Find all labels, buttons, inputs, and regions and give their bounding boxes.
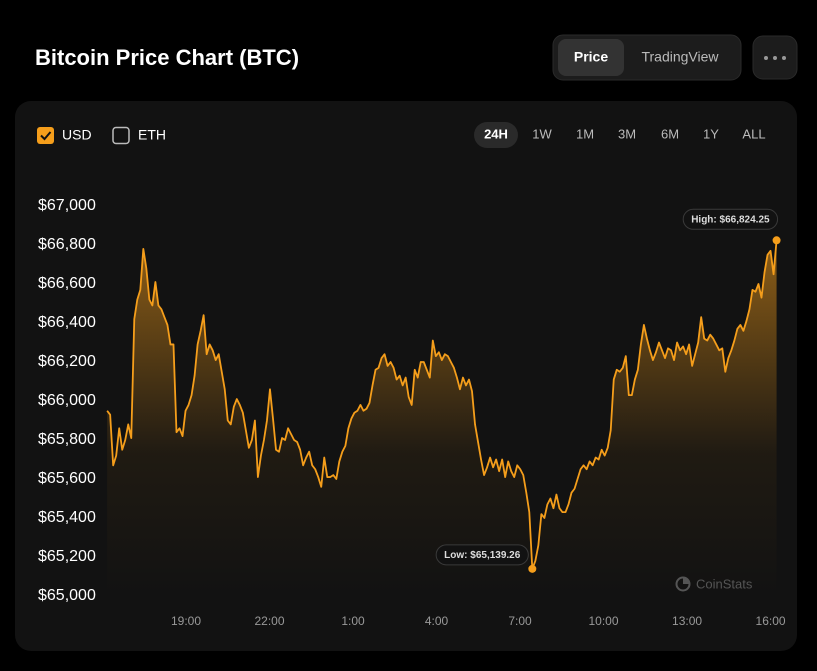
tab-label[interactable]: Price [574,49,608,65]
more-dot [764,56,768,60]
x-tick-label: 10:00 [589,614,619,628]
high-point [772,236,781,245]
range-buttons: 24H 1W 1M 3M 6M 1Y ALL [474,122,766,148]
x-tick-label: 22:00 [254,614,284,628]
checkbox-label[interactable]: ETH [138,127,166,143]
y-tick-label: $66,600 [38,275,96,292]
plot: $65,000 $65,200 $65,400 $65,600 $65,800 $66,0… [38,197,786,628]
range-button[interactable]: 1Y [703,126,719,141]
range-button[interactable]: 1W [532,126,552,141]
y-tick-label: $67,000 [38,197,96,214]
price-line [106,240,778,570]
tab-price[interactable] [558,39,624,76]
range-active[interactable] [474,122,518,148]
high-box [682,208,779,230]
y-tick-label: $65,800 [38,431,96,448]
x-tick-label: 4:00 [425,614,449,628]
low-box [435,544,529,566]
range-button[interactable]: 24H [484,126,508,141]
x-tick-label: 13:00 [672,614,702,628]
x-tick-label: 19:00 [171,614,201,628]
watermark: CoinStats [696,576,753,591]
page-title: Bitcoin Price Chart (BTC) [35,45,299,70]
watermark-icon [683,577,690,584]
low-label: Low: $65,139.26 [444,550,521,561]
more-dot [782,56,786,60]
checkbox-usd[interactable] [37,127,54,144]
low-point [528,564,537,573]
y-tick-label: $65,600 [38,470,96,487]
y-tick-label: $66,000 [38,392,96,409]
y-tick-label: $65,200 [38,548,96,565]
range-button[interactable]: 3M [618,126,636,141]
area [107,240,777,596]
x-tick-label: 7:00 [508,614,532,628]
x-tick-label: 16:00 [756,614,786,628]
more-dot [773,56,777,60]
x-tick-label: 1:00 [341,614,365,628]
y-tick-label: $66,400 [38,314,96,331]
y-tick-label: $66,200 [38,353,96,370]
checkbox-label[interactable]: USD [62,127,92,143]
y-tick-label: $66,800 [38,236,96,253]
high-label: High: $66,824.25 [691,214,770,225]
range-button[interactable]: 6M [661,126,679,141]
check-icon [40,131,52,141]
checkbox-eth[interactable] [112,126,130,145]
y-tick-label: $65,400 [38,509,96,526]
range-button[interactable]: 1M [576,126,594,141]
tab-label[interactable]: TradingView [641,49,719,65]
range-button[interactable]: ALL [742,126,765,141]
y-tick-label: $65,000 [38,587,96,604]
